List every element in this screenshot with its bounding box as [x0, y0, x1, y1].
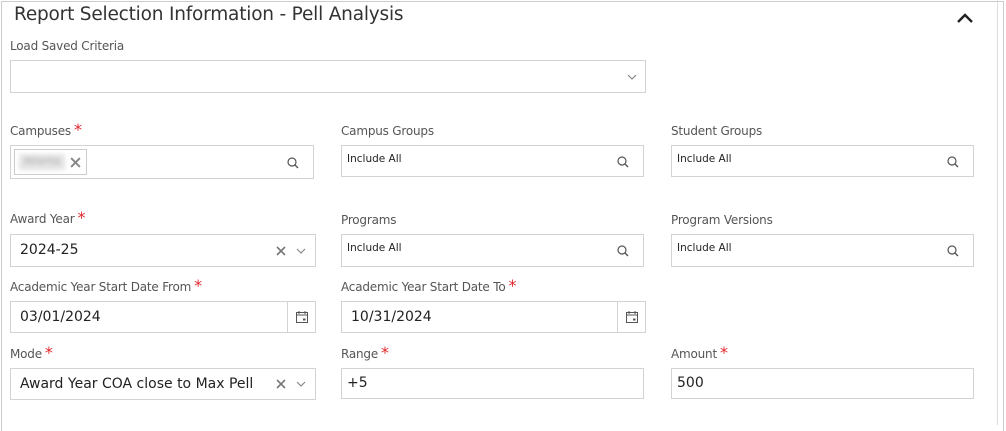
campus-chip: Atlanta: [14, 149, 87, 175]
chevron-down-icon[interactable]: [294, 244, 308, 258]
start-date-from-value: 03/01/2024: [20, 309, 101, 325]
campus-groups-label: Campus Groups: [341, 124, 434, 138]
remove-chip-icon[interactable]: [70, 157, 81, 168]
programs-value: Include All: [347, 242, 402, 254]
page-title: Report Selection Information - Pell Anal…: [14, 4, 404, 25]
clear-icon[interactable]: [274, 377, 288, 391]
campuses-label: Campuses *: [10, 120, 82, 139]
student-groups-value: Include All: [677, 153, 732, 165]
search-icon[interactable]: [616, 155, 630, 169]
search-icon[interactable]: [946, 244, 960, 258]
range-input[interactable]: +5: [341, 368, 644, 399]
program-versions-select[interactable]: Include All: [671, 234, 974, 267]
search-icon[interactable]: [946, 155, 960, 169]
search-icon[interactable]: [616, 244, 630, 258]
mode-select[interactable]: Award Year COA close to Max Pell: [10, 368, 316, 400]
campus-groups-select[interactable]: Include All: [341, 145, 644, 177]
award-year-value: 2024-25: [20, 242, 79, 258]
search-icon[interactable]: [286, 156, 300, 170]
start-date-to-label: Academic Year Start Date To *: [341, 276, 517, 295]
mode-label: Mode *: [10, 343, 53, 362]
calendar-button[interactable]: [617, 302, 645, 333]
start-date-to-input[interactable]: 10/31/2024: [341, 301, 646, 333]
student-groups-select[interactable]: Include All: [671, 145, 974, 177]
student-groups-label: Student Groups: [671, 124, 763, 138]
calendar-icon: [296, 311, 308, 323]
chevron-down-icon[interactable]: [294, 377, 308, 391]
calendar-icon: [626, 311, 638, 323]
amount-value: 500: [677, 375, 704, 391]
load-saved-criteria-select[interactable]: [10, 60, 646, 93]
campuses-multiselect[interactable]: Atlanta: [10, 145, 314, 179]
start-date-to-value: 10/31/2024: [351, 309, 432, 325]
range-value: +5: [347, 375, 368, 391]
programs-select[interactable]: Include All: [341, 234, 644, 267]
chevron-down-icon: [627, 74, 637, 80]
amount-input[interactable]: 500: [671, 368, 974, 399]
program-versions-value: Include All: [677, 242, 732, 254]
program-versions-label: Program Versions: [671, 213, 773, 227]
award-year-select[interactable]: 2024-25: [10, 234, 316, 267]
clear-icon[interactable]: [274, 244, 288, 258]
programs-label: Programs: [341, 213, 397, 227]
start-date-from-input[interactable]: 03/01/2024: [10, 301, 316, 333]
award-year-label: Award Year *: [10, 208, 86, 227]
amount-label: Amount *: [671, 343, 728, 362]
load-saved-criteria-label: Load Saved Criteria: [10, 39, 125, 53]
scrollbar[interactable]: [997, 0, 998, 425]
range-label: Range *: [341, 343, 389, 362]
campus-groups-value: Include All: [347, 153, 402, 165]
mode-value: Award Year COA close to Max Pell: [20, 376, 254, 392]
collapse-chevron-up-icon[interactable]: [955, 8, 975, 28]
calendar-button[interactable]: [287, 302, 315, 333]
start-date-from-label: Academic Year Start Date From *: [10, 276, 202, 295]
